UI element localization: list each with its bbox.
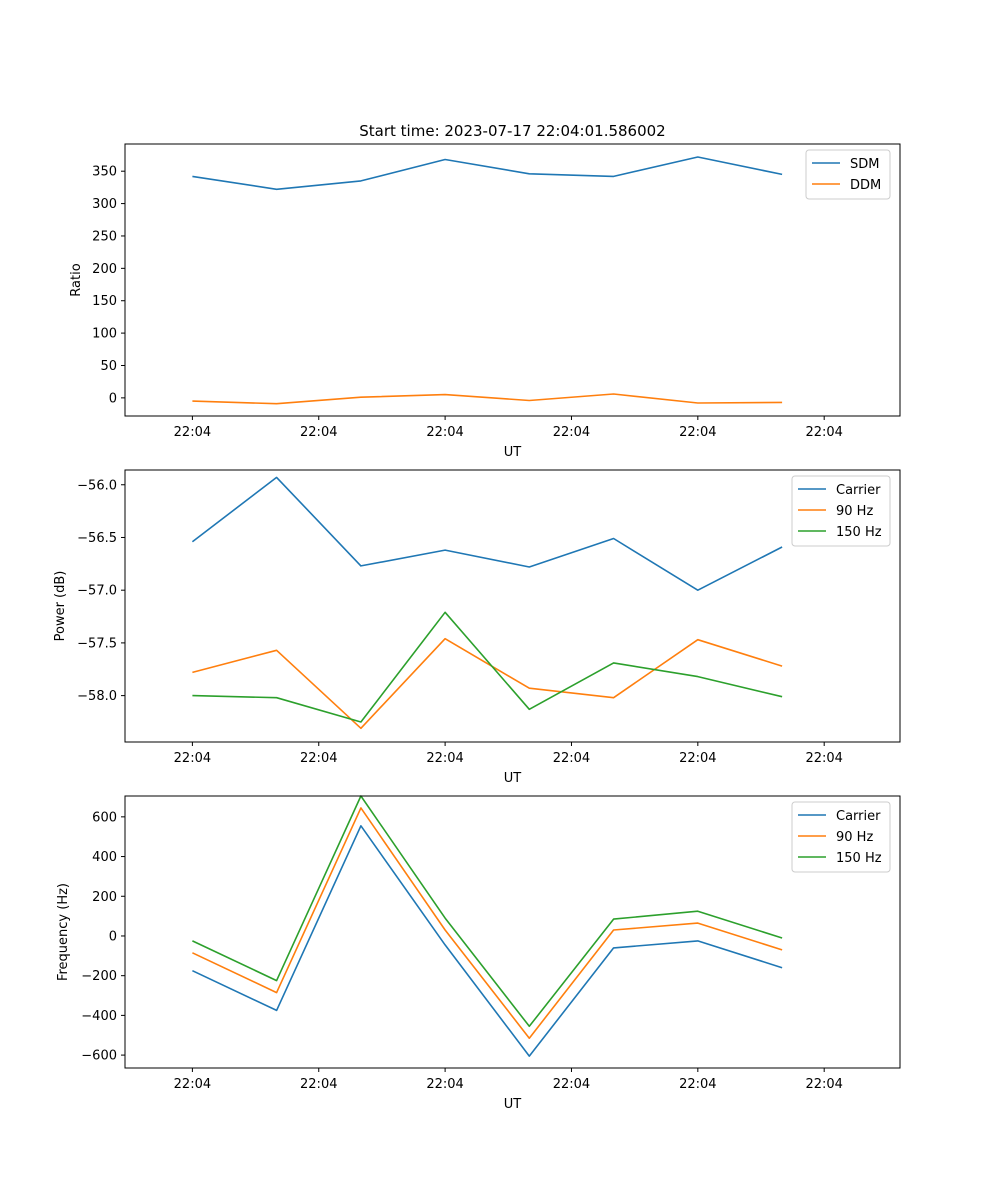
y-tick-label: −58.0 xyxy=(77,689,117,704)
x-tick-label: 22:04 xyxy=(805,1077,842,1092)
y-tick-label: −200 xyxy=(81,969,117,984)
x-tick-label: 22:04 xyxy=(300,751,337,766)
y-axis-ticks: −58.0 −57.5 −57.0 −56.5 −56.0 xyxy=(77,478,125,704)
y-tick-label: 300 xyxy=(92,197,117,212)
x-tick-label: 22:04 xyxy=(553,425,590,440)
legend-label: SDM xyxy=(850,157,879,172)
y-tick-label: −400 xyxy=(81,1009,117,1024)
x-tick-label: 22:04 xyxy=(174,751,211,766)
y-tick-label: 0 xyxy=(109,929,117,944)
legend: Carrier 90 Hz 150 Hz xyxy=(791,475,891,547)
legend-box xyxy=(791,801,891,873)
y-tick-label: 100 xyxy=(92,327,117,342)
x-tick-label: 22:04 xyxy=(300,1077,337,1092)
x-axis-label: UT xyxy=(504,1097,522,1112)
y-tick-label: −57.5 xyxy=(77,636,117,651)
y-tick-label: 0 xyxy=(109,391,117,406)
y-tick-label: 200 xyxy=(92,262,117,277)
chart-panel-3: 22:04 22:04 22:04 22:04 22:04 22:04 −600 −400 −2… xyxy=(56,795,901,1112)
y-tick-label: −600 xyxy=(81,1049,117,1064)
x-tick-label: 22:04 xyxy=(426,425,463,440)
legend: SDM DDM xyxy=(805,149,891,200)
legend-label: Carrier xyxy=(836,809,881,824)
series-line-ddm xyxy=(192,393,783,405)
x-tick-label: 22:04 xyxy=(553,751,590,766)
x-tick-label: 22:04 xyxy=(805,751,842,766)
y-tick-label: 350 xyxy=(92,165,117,180)
x-axis-ticks: 22:04 22:04 22:04 22:04 22:04 22:04 xyxy=(174,416,843,440)
y-axis-label: Power (dB) xyxy=(53,571,68,642)
series-group xyxy=(192,795,783,1057)
y-tick-label: −57.0 xyxy=(77,584,117,599)
x-tick-label: 22:04 xyxy=(679,425,716,440)
x-tick-label: 22:04 xyxy=(426,751,463,766)
series-line-sdm xyxy=(192,156,783,191)
series-group xyxy=(191,476,783,730)
chart-panel-2: 22:04 22:04 22:04 22:04 22:04 22:04 −58.0 −57.5… xyxy=(53,469,901,786)
y-axis-label: Frequency (Hz) xyxy=(56,883,71,981)
series-line-carrier xyxy=(192,824,783,1057)
y-tick-label: −56.0 xyxy=(77,478,117,493)
x-tick-label: 22:04 xyxy=(300,425,337,440)
series-line-90-hz xyxy=(192,807,783,1039)
x-tick-label: 22:04 xyxy=(174,425,211,440)
legend: Carrier 90 Hz 150 Hz xyxy=(791,801,891,873)
legend-label: 150 Hz xyxy=(836,851,882,866)
legend-label: DDM xyxy=(850,178,881,193)
x-tick-label: 22:04 xyxy=(426,1077,463,1092)
y-axis-ticks: 0 50 100 150 200 250 300 350 xyxy=(92,165,125,406)
y-axis-label: Ratio xyxy=(69,263,84,296)
series-line-90-hz xyxy=(192,637,783,730)
series-line-carrier xyxy=(191,476,783,592)
plot-frame xyxy=(124,469,901,743)
series-line-150-hz xyxy=(192,611,783,723)
x-tick-label: 22:04 xyxy=(553,1077,590,1092)
legend-label: 90 Hz xyxy=(836,504,873,519)
y-tick-label: 250 xyxy=(92,229,117,244)
x-tick-label: 22:04 xyxy=(805,425,842,440)
x-tick-label: 22:04 xyxy=(679,1077,716,1092)
plot-frame xyxy=(124,795,901,1069)
plot-frame xyxy=(124,143,901,417)
y-tick-label: 400 xyxy=(92,850,117,865)
legend-label: Carrier xyxy=(836,483,881,498)
x-axis-label: UT xyxy=(504,771,522,786)
x-axis-ticks: 22:04 22:04 22:04 22:04 22:04 22:04 xyxy=(174,742,843,766)
y-tick-label: −56.5 xyxy=(77,531,117,546)
y-tick-label: 200 xyxy=(92,890,117,905)
y-axis-ticks: −600 −400 −200 0 200 400 600 xyxy=(81,810,125,1064)
series-group xyxy=(192,156,783,405)
x-tick-label: 22:04 xyxy=(679,751,716,766)
chart-title: Start time: 2023-07-17 22:04:01.586002 xyxy=(359,122,665,140)
y-tick-label: 50 xyxy=(100,359,117,374)
y-tick-label: 600 xyxy=(92,810,117,825)
legend-box xyxy=(791,475,891,547)
x-tick-label: 22:04 xyxy=(174,1077,211,1092)
x-axis-label: UT xyxy=(504,445,522,460)
chart-panel-1: Start time: 2023-07-17 22:04:01.586002 22… xyxy=(69,122,901,460)
y-tick-label: 150 xyxy=(92,294,117,309)
series-line-150-hz xyxy=(192,795,783,1028)
x-axis-ticks: 22:04 22:04 22:04 22:04 22:04 22:04 xyxy=(174,1068,843,1092)
legend-label: 90 Hz xyxy=(836,830,873,845)
legend-label: 150 Hz xyxy=(836,525,882,540)
